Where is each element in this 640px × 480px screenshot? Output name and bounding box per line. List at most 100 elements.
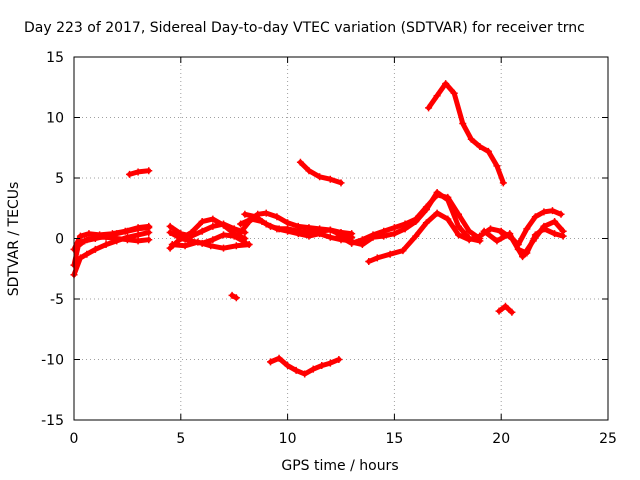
data-point — [454, 222, 462, 230]
data-point — [493, 162, 501, 170]
data-point — [198, 227, 206, 235]
y-tick-label: -15 — [41, 413, 64, 429]
data-point — [487, 225, 495, 233]
y-tick-label: 15 — [46, 50, 64, 66]
data-point — [412, 218, 420, 226]
ticks: 0 5 10 15 20 25 -15 -10 -5 0 5 10 15 — [41, 50, 617, 447]
x-tick-label: 10 — [279, 431, 297, 447]
data-point — [273, 225, 281, 233]
data-point — [187, 232, 195, 240]
data-point — [390, 224, 398, 232]
data-point — [134, 237, 142, 245]
data-point — [548, 207, 556, 215]
data-point — [519, 253, 527, 261]
data-point — [444, 196, 452, 204]
data-point — [209, 222, 217, 230]
x-tick-label: 20 — [492, 431, 510, 447]
data-point — [506, 232, 514, 240]
data-point — [508, 308, 516, 316]
data-point — [209, 215, 217, 223]
chart-title: Day 223 of 2017, Sidereal Day-to-day VTE… — [24, 20, 585, 36]
data-point — [241, 210, 249, 218]
data-point — [209, 236, 217, 244]
data-point — [301, 370, 309, 378]
data-point — [230, 232, 238, 240]
data-point — [422, 219, 430, 227]
data-point — [318, 362, 326, 370]
series-trace-b — [70, 224, 153, 269]
data-point — [476, 232, 484, 240]
data-point — [495, 307, 503, 315]
data-point — [465, 227, 473, 235]
data-point — [220, 220, 228, 228]
data-point — [499, 179, 507, 187]
data-point — [232, 242, 240, 250]
y-tick-label: 5 — [55, 171, 64, 187]
data-point — [540, 225, 548, 233]
x-tick-label: 25 — [599, 431, 617, 447]
data-point — [102, 241, 110, 249]
data-point — [134, 224, 142, 232]
x-axis-label: GPS time / hours — [281, 458, 398, 474]
data-point — [326, 359, 334, 367]
data-point — [484, 147, 492, 155]
series-trace-w — [495, 302, 516, 316]
data-point — [292, 366, 300, 374]
series-line — [336, 192, 483, 246]
data-point — [294, 230, 302, 238]
data-point — [230, 225, 238, 233]
series-trace-s — [425, 80, 507, 187]
data-point — [262, 220, 270, 228]
data-point — [198, 218, 206, 226]
y-tick-label: -5 — [50, 292, 64, 308]
y-tick-label: 0 — [55, 232, 64, 248]
data-point — [514, 241, 522, 249]
data-point — [85, 230, 93, 238]
data-point — [113, 235, 121, 242]
data-point — [228, 291, 236, 299]
data-point — [83, 250, 91, 258]
data-point — [237, 228, 245, 236]
data-point — [284, 219, 292, 227]
data-point — [177, 230, 185, 238]
data-point — [102, 233, 110, 241]
data-point — [557, 210, 565, 218]
data-point — [305, 232, 313, 240]
series-trace-i — [168, 238, 253, 252]
data-point — [476, 143, 484, 151]
data-point — [450, 89, 458, 97]
data-point — [454, 231, 462, 239]
data-point — [207, 242, 215, 250]
data-point — [262, 209, 270, 217]
data-point — [425, 104, 433, 112]
data-point — [480, 227, 488, 235]
data-point — [284, 362, 292, 370]
data-point — [134, 231, 142, 239]
x-tick-label: 15 — [385, 431, 403, 447]
data-point — [74, 239, 82, 247]
data-point — [551, 218, 559, 226]
data-point — [459, 120, 467, 128]
data-point — [121, 227, 129, 235]
data-point — [399, 247, 407, 255]
data-point — [433, 92, 441, 100]
data-point — [273, 213, 281, 221]
data-point — [467, 135, 475, 143]
data-point — [523, 249, 531, 257]
data-point — [168, 241, 176, 249]
x-tick-label: 5 — [176, 431, 185, 447]
data-point — [433, 209, 441, 217]
data-point — [76, 232, 84, 240]
series-trace-h — [166, 220, 249, 240]
data-point — [326, 226, 334, 234]
data-point — [309, 365, 317, 373]
data-point — [531, 231, 539, 239]
y-tick-label: -10 — [41, 353, 64, 369]
data-point — [373, 254, 381, 262]
data-point — [386, 250, 394, 258]
data-point — [316, 230, 324, 238]
data-point — [252, 213, 260, 221]
data-point — [284, 227, 292, 235]
data-point — [237, 220, 245, 228]
data-point — [134, 168, 142, 176]
